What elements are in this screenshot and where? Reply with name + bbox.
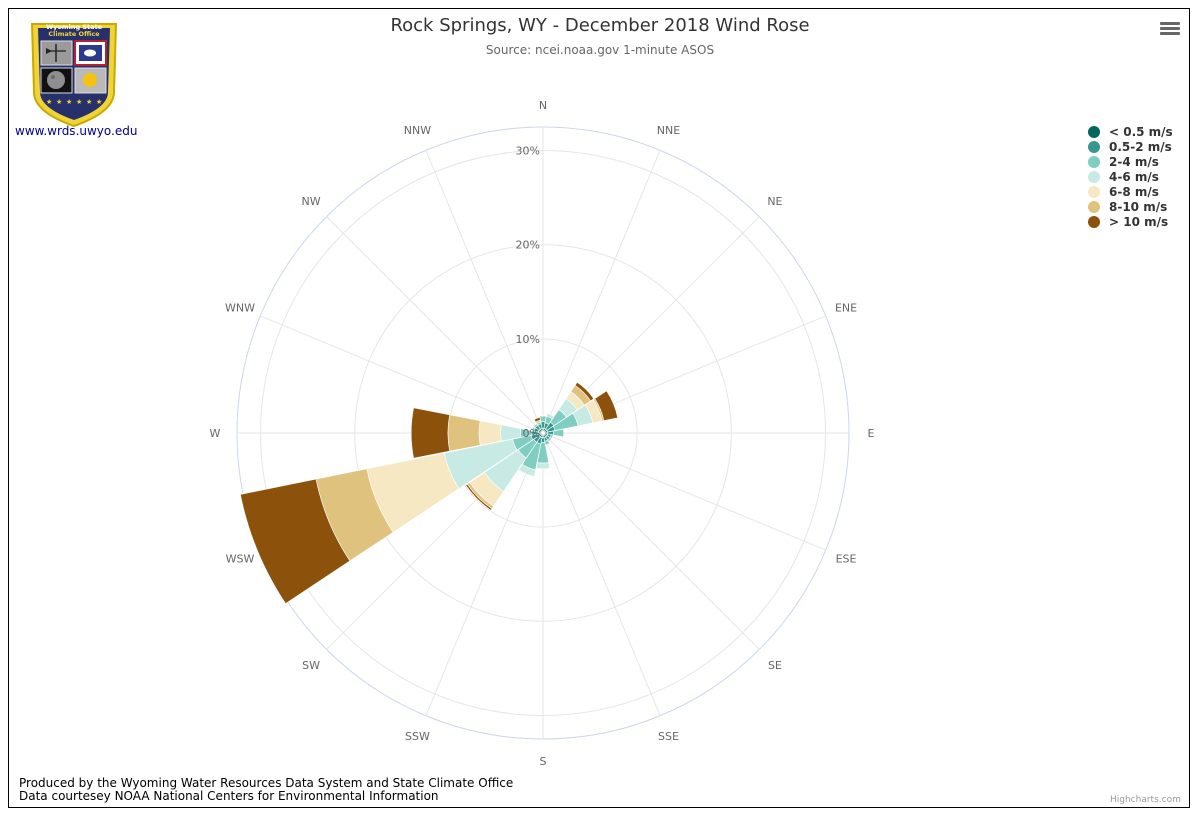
svg-text:★: ★ [96, 98, 102, 106]
legend-symbol [1088, 170, 1100, 183]
legend-label: 6-8 m/s [1109, 184, 1159, 199]
direction-label: W [210, 427, 221, 440]
direction-label: S [540, 755, 547, 768]
ring-label: 20% [516, 239, 540, 252]
legend-label: 0.5-2 m/s [1109, 139, 1172, 154]
bar-segment[interactable] [465, 483, 493, 511]
bar-segment[interactable] [552, 428, 565, 438]
legend-symbol [1088, 125, 1100, 138]
direction-label: SW [302, 659, 320, 672]
legend-label: 8-10 m/s [1109, 199, 1168, 214]
hamburger-menu-icon[interactable] [1158, 20, 1182, 40]
chart-title: Rock Springs, WY - December 2018 Wind Ro… [390, 15, 810, 36]
ring-label: 0% [523, 427, 540, 440]
wyoming-climate-office-logo: Wyoming State Climate Office ★ ★ ★ ★ ★ ★ [28, 18, 120, 128]
bar-segment[interactable] [410, 407, 451, 459]
svg-text:★: ★ [66, 98, 72, 106]
legend-item[interactable]: 0.5-2 m/s [1088, 139, 1173, 154]
legend-symbol [1088, 215, 1100, 228]
bar-segment[interactable] [574, 381, 595, 402]
bar-segment[interactable] [447, 414, 481, 452]
grid-spoke [425, 150, 544, 434]
legend-item[interactable]: < 0.5 m/s [1088, 124, 1173, 139]
stars-icon: ★ ★ ★ ★ ★ ★ [46, 98, 102, 106]
direction-label: NNE [657, 124, 680, 137]
legend-item[interactable]: 4-6 m/s [1088, 169, 1173, 184]
chart-subtitle: Source: ncei.noaa.gov 1-minute ASOS [485, 43, 715, 57]
bar-segment[interactable] [535, 462, 551, 470]
direction-label: WSW [226, 553, 255, 566]
legend-item[interactable]: 6-8 m/s [1088, 184, 1173, 199]
grid-spoke [542, 432, 661, 716]
direction-label: SE [768, 659, 782, 672]
svg-text:★: ★ [86, 98, 92, 106]
grid-spoke [542, 150, 661, 434]
grid-spoke [542, 432, 760, 650]
legend-symbol [1088, 155, 1100, 168]
highcharts-credits-link[interactable]: Highcharts.com [1110, 795, 1181, 805]
direction-label: ESE [836, 553, 857, 566]
direction-label: SSW [405, 730, 430, 743]
legend-symbol [1088, 140, 1100, 153]
ring-label: 10% [516, 333, 540, 346]
bar-segment[interactable] [518, 463, 536, 477]
grid-spoke [260, 315, 544, 434]
wrds-website-link[interactable]: www.wrds.uwyo.edu [15, 124, 138, 138]
legend-item[interactable]: 8-10 m/s [1088, 199, 1173, 214]
svg-text:★: ★ [56, 98, 62, 106]
direction-label: ENE [835, 301, 857, 314]
footer-line-2: Data courtesey NOAA National Centers for… [19, 789, 439, 803]
grid-spoke [542, 432, 826, 551]
chart-legend: < 0.5 m/s 0.5-2 m/s 2-4 m/s 4-6 m/s 6-8 m/s 8… [1088, 124, 1173, 229]
bar-segment[interactable] [533, 416, 541, 423]
bar-segment[interactable] [478, 420, 502, 446]
legend-label: 2-4 m/s [1109, 154, 1159, 169]
legend-label: 4-6 m/s [1109, 169, 1159, 184]
legend-label: < 0.5 m/s [1109, 124, 1173, 139]
logo-text-line2: Climate Office [48, 30, 100, 38]
legend-item[interactable]: > 10 m/s [1088, 214, 1173, 229]
ring-label: 30% [516, 145, 540, 158]
direction-label: SSE [658, 730, 679, 743]
bar-segment[interactable] [239, 478, 351, 604]
grid-spoke [425, 432, 544, 716]
legend-symbol [1088, 185, 1100, 198]
grid-spoke [326, 216, 544, 434]
bar-segment[interactable] [594, 390, 619, 421]
footer-line-1: Produced by the Wyoming Water Resources … [19, 776, 514, 790]
direction-label: N [539, 99, 547, 112]
wind-rose-bars [239, 381, 619, 604]
footer-credits: Produced by the Wyoming Water Resources … [19, 777, 513, 803]
logo-text-line1: Wyoming State [46, 23, 103, 31]
direction-label: NNW [404, 124, 431, 137]
direction-label: NW [302, 195, 321, 208]
polar-labels: N NNE NE ENE E ESE SE SSE S SSW SW WSW W WNW NW NNW 0% 10… [210, 99, 875, 768]
direction-label: E [868, 427, 875, 440]
direction-label: WNW [225, 301, 255, 314]
legend-symbol [1088, 200, 1100, 213]
legend-label: > 10 m/s [1109, 214, 1169, 229]
svg-text:★: ★ [46, 98, 52, 106]
legend-item[interactable]: 2-4 m/s [1088, 154, 1173, 169]
direction-label: NE [767, 195, 782, 208]
svg-text:★: ★ [76, 98, 82, 106]
